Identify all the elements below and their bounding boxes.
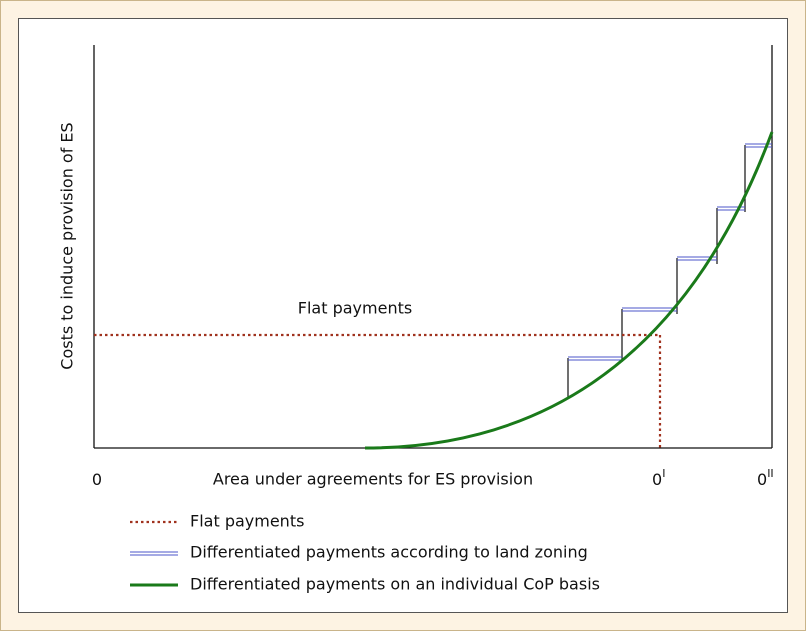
x-tick: 0II bbox=[757, 467, 774, 489]
legend-text: Differentiated payments on an individual… bbox=[190, 575, 600, 594]
x-axis-label: Area under agreements for ES provision bbox=[213, 470, 533, 489]
x-tick-base: 0 bbox=[757, 470, 767, 489]
x-tick: 0I bbox=[652, 467, 665, 489]
annotation: Flat payments bbox=[298, 299, 412, 318]
y-axis-label: Costs to induce provision of ES bbox=[58, 122, 77, 369]
flat-line bbox=[94, 333, 662, 448]
x-tick-sup: I bbox=[662, 467, 665, 480]
legend-text: Differentiated payments according to lan… bbox=[190, 543, 588, 562]
x-tick-sup: II bbox=[767, 467, 774, 480]
x-tick: 0 bbox=[92, 470, 102, 489]
legend-text: Flat payments bbox=[190, 512, 304, 531]
axes bbox=[93, 45, 773, 449]
panel bbox=[18, 18, 788, 613]
x-tick-base: 0 bbox=[92, 470, 102, 489]
cost-curve bbox=[364, 131, 774, 450]
x-tick-base: 0 bbox=[652, 470, 662, 489]
